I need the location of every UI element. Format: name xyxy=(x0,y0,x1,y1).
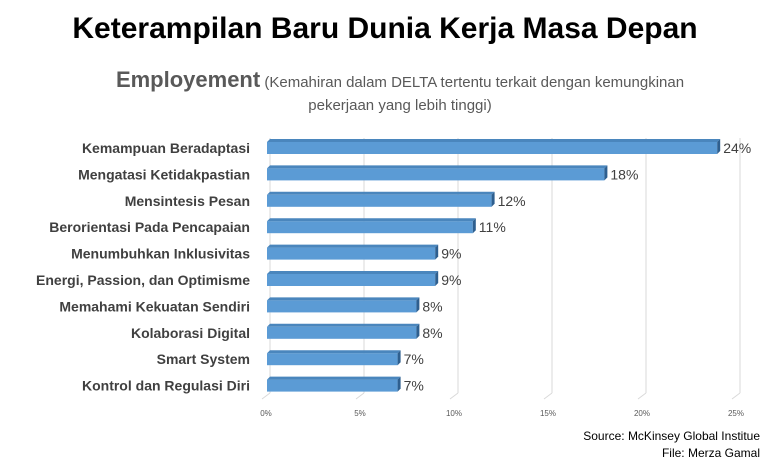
data-label: 8% xyxy=(422,325,442,341)
category-label: Kemampuan Beradaptasi xyxy=(82,140,250,156)
bar-top xyxy=(267,191,495,195)
bar-side xyxy=(435,271,439,286)
category-label: Mengatasi Ketidakpastian xyxy=(78,166,250,182)
gridline-depth xyxy=(449,392,459,400)
source-note: Source: McKinsey Global Institue File: M… xyxy=(583,428,760,462)
bar-side xyxy=(491,191,495,207)
category-label: Kolaborasi Digital xyxy=(131,325,250,341)
bar xyxy=(267,194,492,207)
bar-side xyxy=(717,139,721,154)
gridline-depth xyxy=(355,392,365,400)
bar-top xyxy=(267,376,401,380)
category-label: Kontrol dan Regulasi Diri xyxy=(82,378,250,394)
bar-side xyxy=(416,297,420,313)
bar-top xyxy=(267,323,420,327)
bar xyxy=(267,274,436,286)
category-label: Smart System xyxy=(157,351,250,367)
bar xyxy=(267,379,398,392)
bar xyxy=(267,326,417,339)
bar xyxy=(267,142,718,154)
x-tick-label: 10% xyxy=(446,409,462,418)
data-label: 12% xyxy=(498,193,526,209)
bar-top xyxy=(267,350,401,354)
bar-side xyxy=(397,376,401,392)
bar xyxy=(267,168,605,181)
bar-side xyxy=(604,165,608,181)
category-label: Energi, Passion, dan Optimisme xyxy=(36,272,250,288)
data-label: 24% xyxy=(723,140,751,156)
bar-top xyxy=(267,297,420,301)
file-text: File: Merza Gamal xyxy=(661,446,760,460)
x-tick-label: 0% xyxy=(260,409,272,418)
x-tick-label: 5% xyxy=(354,409,366,418)
category-label: Berorientasi Pada Pencapaian xyxy=(49,219,250,235)
gridline-depth xyxy=(261,392,271,400)
gridline-depth xyxy=(637,392,647,400)
bar-top xyxy=(267,165,608,169)
chart-title-main: Employement xyxy=(115,67,261,92)
bar-side xyxy=(472,218,476,234)
gridline-depth xyxy=(543,392,553,400)
bar-side xyxy=(435,244,439,260)
page-title: Keterampilan Baru Dunia Kerja Masa Depan xyxy=(72,12,698,45)
bar xyxy=(267,247,436,260)
category-label: Mensintesis Pesan xyxy=(125,193,250,209)
bar-side xyxy=(416,323,420,339)
bar-side xyxy=(397,350,401,366)
x-tick-label: 15% xyxy=(540,409,556,418)
bar xyxy=(267,221,473,234)
data-label: 18% xyxy=(610,166,638,182)
data-label: 7% xyxy=(404,378,424,394)
bar xyxy=(267,300,417,313)
x-tick-label: 25% xyxy=(728,409,744,418)
bar-top xyxy=(267,139,721,142)
data-label: 9% xyxy=(441,246,461,262)
gridline-depth xyxy=(731,392,741,400)
bar xyxy=(267,353,398,366)
bar-top xyxy=(267,244,439,248)
x-tick-label: 20% xyxy=(634,409,650,418)
bar-top xyxy=(267,218,476,222)
chart-subtitle: (Kemahiran dalam DELTA tertentu terkait … xyxy=(264,74,685,114)
data-label: 11% xyxy=(479,219,506,235)
chart-title: Employement (Kemahiran dalam DELTA terte… xyxy=(100,68,700,117)
data-label: 8% xyxy=(422,298,442,314)
bar-top xyxy=(267,271,439,274)
data-label: 7% xyxy=(404,351,424,367)
category-label: Menumbuhkan Inklusivitas xyxy=(71,246,250,262)
data-label: 9% xyxy=(441,272,461,288)
category-label: Memahami Kekuatan Sendiri xyxy=(59,298,250,314)
source-text: Source: McKinsey Global Institue xyxy=(583,429,760,443)
